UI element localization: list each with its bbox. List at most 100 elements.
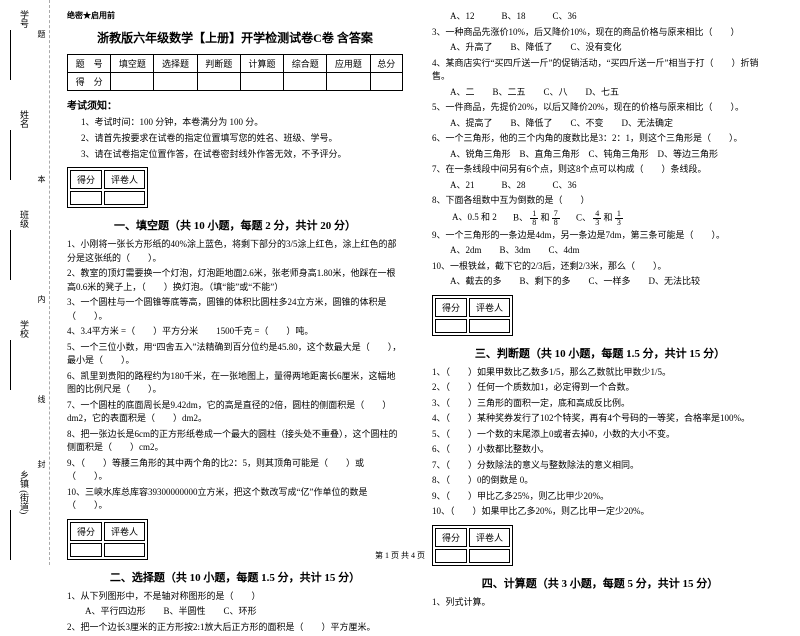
s1-q7: 7、一个圆柱的底面周长是9.42dm，它的高是直径的2倍，圆柱的侧面积是（ ）d… (67, 399, 403, 426)
s2-q7: 7、在一条线段中间另有6个点，则这8个点可以构成（ ）条线段。 (432, 163, 768, 177)
s1-q10: 10、三峡水库总库容39300000000立方米，把这个数改写成“亿”作单位的数… (67, 486, 403, 513)
s2-q7-opts: A、21 B、28 C、36 (432, 179, 768, 193)
score-table: 题 号 填空题 选择题 判断题 计算题 综合题 应用题 总分 得 分 (67, 54, 403, 91)
notice-2: 2、请首先按要求在试卷的指定位置填写您的姓名、班级、学号。 (81, 131, 403, 144)
s4-q1: 1、列式计算。 (432, 596, 768, 610)
q8b-mid: 和 (541, 212, 552, 222)
s2-q3: 3、一种商品先涨价10%，后又降价10%，现在的商品价格与原来相比（ ） (432, 26, 768, 40)
score-c6 (327, 73, 370, 91)
s1-q8: 8、把一张边长是6cm的正方形纸卷成一个最大的圆柱（接头处不重叠），这个圆柱的侧… (67, 428, 403, 455)
notice-1: 1、考试时间：100 分钟，本卷满分为 100 分。 (81, 115, 403, 128)
q8c-mid: 和 (604, 212, 615, 222)
box4-grader: 评卷人 (469, 528, 510, 547)
frac-c2: 13 (615, 210, 623, 227)
s2-q5: 5、一件商品，先提价20%，以后又降价20%，现在的价格与原来相比（ ）。 (432, 101, 768, 115)
q8c-pre: C、 (576, 212, 591, 222)
s2-q8: 8、下面各组数中互为倒数的是（ ） (432, 194, 768, 208)
side-label-school: 学校 (18, 320, 31, 338)
score-h5: 综合题 (284, 55, 327, 73)
s3-q8: 8、（ ）0的倒数是 0。 (432, 474, 768, 488)
s2-q3-opts: A、升高了 B、降低了 C、没有变化 (432, 41, 768, 55)
box-grader: 评卷人 (104, 170, 145, 189)
score-row-label: 得 分 (68, 73, 111, 91)
frac-b1-d: 8 (530, 219, 538, 227)
notice-3: 3、请在试卷指定位置作答，在试卷密封线外作答无效，不予评分。 (81, 147, 403, 160)
frac-c1-d: 3 (593, 219, 601, 227)
s3-q9: 9、（ ）甲比乙多25%，则乙比甲少20%。 (432, 490, 768, 504)
s2-q4-opts: A、二 B、二五 C、八 D、七五 (432, 86, 768, 100)
score-c7 (370, 73, 402, 91)
section-1-title: 一、填空题（共 10 小题，每题 2 分，共计 20 分） (67, 217, 403, 233)
box3-score: 得分 (435, 298, 467, 317)
box2-grader: 评卷人 (104, 522, 145, 541)
s2-q4: 4、某商店实行“买四斤送一斤”的促销活动，“买四斤送一斤”相当于打（ ）折销售。 (432, 57, 768, 84)
s3-q2: 2、（ ）任何一个质数加1，必定得到一个合数。 (432, 381, 768, 395)
s3-q5: 5、（ ）一个数的末尾添上0或者去掉0，小数的大小不变。 (432, 428, 768, 442)
s3-q1: 1、（ ）如果甲数比乙数多1/5，那么乙数就比甲数少1/5。 (432, 366, 768, 380)
q8-opt-c: C、 43 和 13 (576, 210, 623, 227)
score-h7: 总分 (370, 55, 402, 73)
side-dash-3: 内 (36, 295, 47, 309)
s2-q6: 6、一个三角形，他的三个内角的度数比是3：2：1，则这个三角形是（ ）。 (432, 132, 768, 146)
s2-q10: 10、一根铁丝，截下它的2/3后，还剩2/3米，那么（ ）。 (432, 260, 768, 274)
score-c2 (154, 73, 197, 91)
s1-q1: 1、小刚将一张长方形纸的40%涂上蓝色，将剩下部分的3/5涂上红色，涂上红色的部… (67, 238, 403, 265)
score-c5 (284, 73, 327, 91)
frac-b2-d: 8 (552, 219, 560, 227)
q8b-pre: B、 (513, 212, 528, 222)
box3-grader: 评卷人 (469, 298, 510, 317)
score-c4 (240, 73, 283, 91)
grader-box-3: 得分 评卷人 (432, 295, 513, 336)
frac-c1: 43 (593, 210, 601, 227)
s3-q10: 10、（ ）如果甲比乙多20%，则乙比甲一定少20%。 (432, 505, 768, 519)
secret-mark: 绝密★启用前 (67, 10, 403, 21)
s2-q6-opts: A、锐角三角形 B、直角三角形 C、钝角三角形 D、等边三角形 (432, 148, 768, 162)
binding-sidebar: 学号 题 姓名 本 班级 内 学校 线 封 乡镇 (街道) (0, 0, 50, 565)
s1-q9: 9、（ ）等腰三角形的其中两个角的比2：5，则其顶角可能是（ ）或（ ）。 (67, 457, 403, 484)
q8-opt-a: A、0.5 和 2 (452, 211, 497, 225)
s1-q5: 5、一个三位小数，用“四舍五入”法精确到百分位约是45.80，这个数最大是（ ）… (67, 341, 403, 368)
box-score: 得分 (70, 170, 102, 189)
side-dash-5: 封 (36, 460, 47, 474)
side-label-class: 班级 (18, 210, 31, 228)
s2-q1-opts: A、平行四边形 B、半圆性 C、环形 (67, 605, 403, 619)
grader-box-1: 得分 评卷人 (67, 167, 148, 208)
section-3-title: 三、判断题（共 10 小题，每题 1.5 分，共计 15 分） (432, 345, 768, 361)
score-c3 (197, 73, 240, 91)
s3-q4: 4、（ ）某种奖券发行了102个特奖，再有4个号码的一等奖，合格率是100%。 (432, 412, 768, 426)
box4-score: 得分 (435, 528, 467, 547)
s3-q3: 3、（ ）三角形的面积一定，底和高成反比例。 (432, 397, 768, 411)
s1-q6: 6、凯里到贵阳的路程约为180千米，在一张地图上，量得两地距离长6厘米，这幅地图… (67, 370, 403, 397)
s3-q7: 7、（ ）分数除法的意义与整数除法的意义相同。 (432, 459, 768, 473)
s2-q2: 2、把一个边长3厘米的正方形按2:1放大后正方形的面积是（ ）平方厘米。 (67, 621, 403, 635)
score-h2: 选择题 (154, 55, 197, 73)
side-dash-4: 线 (36, 395, 47, 409)
score-c1 (111, 73, 154, 91)
s2-q8-opts: A、0.5 和 2 B、 18 和 78 C、 43 和 13 (432, 210, 768, 227)
exam-title: 浙教版六年级数学【上册】开学检测试卷C卷 含答案 (67, 29, 403, 46)
s2-q9: 9、一个三角形的一条边是4dm，另一条边是7dm，第三条可能是（ ）。 (432, 229, 768, 243)
score-h3: 判断题 (197, 55, 240, 73)
score-h4: 计算题 (240, 55, 283, 73)
side-dash-2: 本 (36, 175, 47, 189)
side-dash-1: 题 (36, 30, 47, 44)
s1-q2: 2、教室的顶灯需要换一个灯泡，灯泡距地面2.6米，张老师身高1.80米，他踩在一… (67, 267, 403, 294)
notice-heading: 考试须知： (67, 97, 403, 112)
section-4-title: 四、计算题（共 3 小题，每题 5 分，共计 15 分） (432, 575, 768, 591)
s1-q4: 4、3.4平方米 =（ ）平方分米 1500千克 =（ ）吨。 (67, 325, 403, 339)
q8-opt-b: B、 18 和 78 (513, 210, 560, 227)
s3-q6: 6、（ ）小数都比整数小。 (432, 443, 768, 457)
s1-q3: 3、一个圆柱与一个圆锥等底等高，圆锥的体积比圆柱多24立方米，圆锥的体积是（ ）… (67, 296, 403, 323)
s2-q2-opts: A、12 B、18 C、36 (432, 10, 768, 24)
section-2-title: 二、选择题（共 10 小题，每题 1.5 分，共计 15 分） (67, 569, 403, 585)
s2-q9-opts: A、2dm B、3dm C、4dm (432, 244, 768, 258)
page-footer: 第 1 页 共 4 页 (0, 550, 800, 561)
column-left: 绝密★启用前 浙教版六年级数学【上册】开学检测试卷C卷 含答案 题 号 填空题 … (55, 10, 415, 636)
score-h6: 应用题 (327, 55, 370, 73)
frac-b2: 78 (552, 210, 560, 227)
s2-q10-opts: A、截去的多 B、剩下的多 C、一样多 D、无法比较 (432, 275, 768, 289)
score-h1: 填空题 (111, 55, 154, 73)
box2-score: 得分 (70, 522, 102, 541)
side-label-town: 乡镇 (街道) (18, 470, 31, 514)
s2-q1: 1、从下列图形中，不是轴对称图形的是（ ） (67, 590, 403, 604)
